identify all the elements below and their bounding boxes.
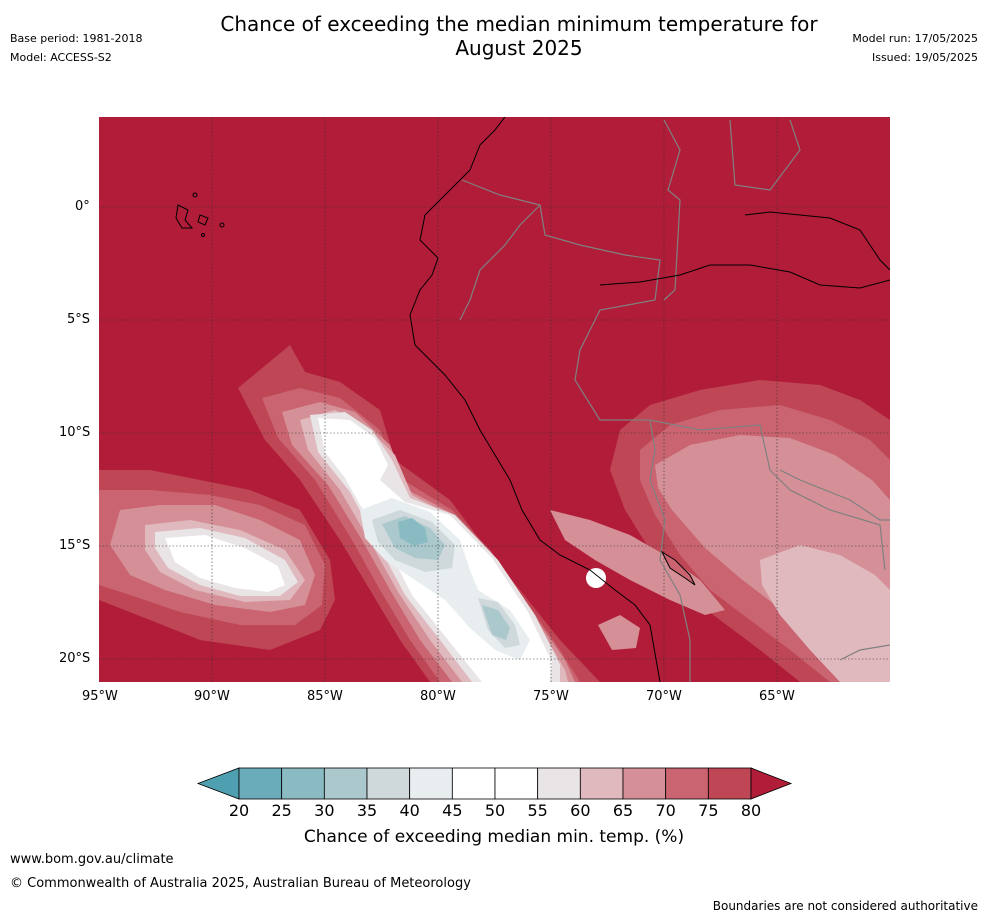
colorbar-tick: 60 <box>570 801 591 820</box>
colorbar-segment <box>451 767 496 800</box>
contour-coast-white <box>586 568 606 588</box>
contour-35b <box>482 605 510 640</box>
colorbar-extend-low <box>196 767 240 800</box>
colorbar-segment <box>238 767 283 800</box>
colorbar-segment <box>366 767 411 800</box>
colorbar-segment <box>409 767 453 800</box>
lon-tick-90w: 90°W <box>194 689 230 704</box>
colorbar-segment <box>494 767 539 800</box>
contour-west-50 <box>165 535 285 592</box>
colorbar-tick: 40 <box>399 801 420 820</box>
colorbar-segment <box>323 767 368 800</box>
lat-tick-20s: 20°S <box>59 651 91 666</box>
colorbar-tick: 45 <box>442 801 463 820</box>
colorbar-segment <box>579 767 624 800</box>
lon-tick-70w: 70°W <box>646 689 682 704</box>
colorbar-segment <box>537 767 581 800</box>
model-name: Model: ACCESS-S2 <box>10 51 112 64</box>
lat-tick-15s: 15°S <box>59 538 91 553</box>
copyright-notice: © Commonwealth of Australia 2025, Austra… <box>10 876 471 891</box>
colorbar-tick: 70 <box>655 801 676 820</box>
lon-tick-85w: 85°W <box>307 689 343 704</box>
lon-tick-65w: 65°W <box>759 689 795 704</box>
country-borders <box>459 119 890 682</box>
boundary-disclaimer: Boundaries are not considered authoritat… <box>712 899 978 913</box>
coastline <box>409 117 661 682</box>
lake-titicaca <box>660 550 696 586</box>
contour-east-60 <box>760 545 890 682</box>
graticule <box>99 117 890 682</box>
colorbar-tick: 25 <box>271 801 292 820</box>
lon-tick-80w: 80°W <box>420 689 456 704</box>
colorbar-tick: 65 <box>612 801 634 820</box>
map-title: Chance of exceeding the median minimum t… <box>194 12 844 60</box>
lat-tick-5s: 5°S <box>67 312 91 327</box>
colorbar-label: Chance of exceeding median min. temp. (%… <box>303 827 685 847</box>
model-run: Model run: 17/05/2025 <box>852 32 978 45</box>
colorbar-tick: 55 <box>527 801 548 820</box>
galapagos-islands <box>175 192 225 237</box>
lat-tick-0: 0° <box>75 199 90 214</box>
colorbar-segment <box>281 767 325 800</box>
colorbar-segment <box>622 767 667 800</box>
lon-tick-75w: 75°W <box>533 689 569 704</box>
colorbar-tick: 35 <box>356 801 378 820</box>
contour-south-65 <box>598 615 640 650</box>
title-line-1: Chance of exceeding the median minimum t… <box>220 12 818 36</box>
map-field <box>99 117 890 682</box>
colorbar-tick: 80 <box>740 801 762 820</box>
river-coast <box>599 264 890 289</box>
lat-tick-10s: 10°S <box>59 425 91 440</box>
colorbar-tick: 20 <box>228 801 250 820</box>
contour-30 <box>398 518 428 546</box>
north-coast <box>744 211 890 271</box>
base-period: Base period: 1981-2018 <box>10 32 143 45</box>
contour-coast-65 <box>550 510 725 615</box>
title-line-2: August 2025 <box>455 36 583 60</box>
issued-date: Issued: 19/05/2025 <box>871 51 978 64</box>
lon-tick-95w: 95°W <box>82 689 118 704</box>
colorbar-segments <box>196 767 793 800</box>
colorbar-tick: 30 <box>314 801 335 820</box>
colorbar-segment <box>707 767 752 800</box>
colorbar-extend-high <box>750 767 793 800</box>
colorbar-tick: 50 <box>484 801 506 820</box>
website-link[interactable]: www.bom.gov.au/climate <box>10 852 174 867</box>
colorbar-segment <box>665 767 709 800</box>
colorbar-tick: 75 <box>698 801 719 820</box>
